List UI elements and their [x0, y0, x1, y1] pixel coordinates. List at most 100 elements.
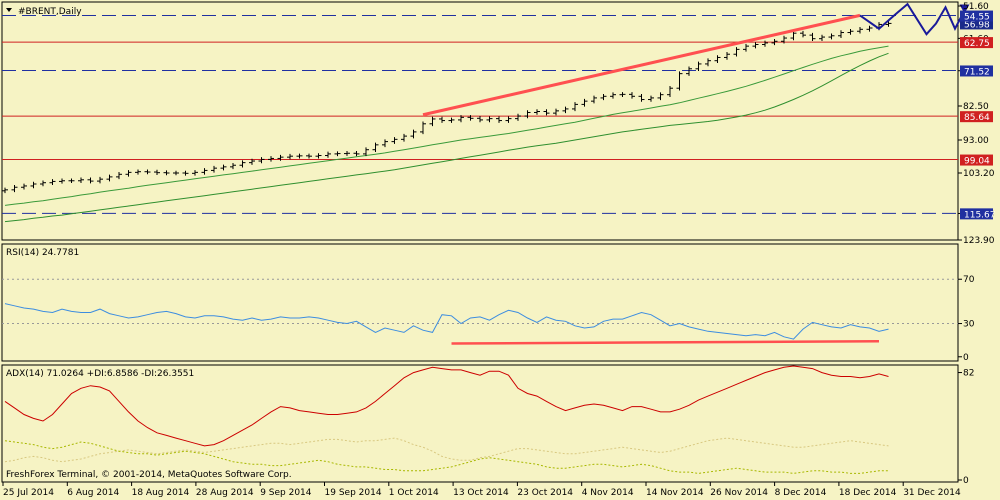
- time-axis-label: 8 Dec 2014: [775, 488, 827, 498]
- price-bar: [59, 178, 65, 184]
- level-badge-label: 85.64: [964, 113, 990, 123]
- price-bar: [515, 113, 521, 121]
- price-bar: [705, 58, 711, 67]
- adx-title: ADX(14) 71.0264 +DI:6.8586 -DI:26.3551: [6, 369, 194, 379]
- price-bar: [154, 169, 160, 175]
- price-bar: [600, 94, 607, 101]
- time-axis: 25 Jul 2014 6 Aug 2014 18 Aug 2014 28 Aug 2…: [2, 482, 961, 498]
- price-bar: [458, 115, 464, 123]
- level-badge-box: [960, 10, 993, 22]
- adx-panel-frame: [1, 364, 959, 483]
- time-axis-label: 6 Aug 2014: [67, 488, 119, 498]
- forecast-arrowhead-icon: [959, 4, 970, 14]
- price-bar: [762, 40, 768, 47]
- rsi-axis-label: 70: [963, 275, 975, 285]
- price-bar: [363, 147, 369, 157]
- price-bar: [97, 176, 103, 184]
- chart-menu-triangle-icon[interactable]: [6, 8, 12, 12]
- level-badge: 56.98: [960, 18, 993, 30]
- price-bar: [382, 139, 388, 148]
- rsi-title: RSI(14) 24.7781: [6, 248, 79, 258]
- price-bar: [591, 95, 597, 104]
- price-panel[interactable]: 123.90115.70103.2093.0082.5071.6061.6051…: [1, 1, 996, 246]
- price-trendline: [422, 13, 861, 117]
- rsi-panel[interactable]: 70 30 0 RSI(14) 24.7781: [1, 243, 975, 363]
- price-bar: [40, 180, 46, 187]
- rsi-axis-label: 0: [963, 353, 969, 363]
- price-bar: [562, 106, 569, 114]
- level-badge: 99.04: [960, 154, 993, 167]
- price-axis-label: 51.60: [963, 2, 989, 12]
- time-axis-label: 23 Oct 2014: [517, 488, 573, 498]
- price-bar: [439, 116, 445, 123]
- price-bar: [800, 30, 806, 38]
- level-badge: 62.75: [960, 37, 993, 49]
- time-axis-label: 4 Nov 2014: [582, 488, 634, 498]
- price-bar: [315, 153, 322, 159]
- price-bar: [543, 109, 550, 116]
- price-bar: [334, 151, 341, 157]
- level-badge: 71.52: [960, 65, 993, 77]
- time-axis-label: 18 Dec 2014: [839, 488, 897, 498]
- price-bar: [144, 169, 151, 175]
- time-axis-label: 14 Nov 2014: [646, 488, 704, 498]
- price-bar: [220, 164, 227, 171]
- time-axis-label: 19 Sep 2014: [325, 488, 382, 498]
- moving-average-fast: [4, 45, 889, 206]
- time-axis-label: 1 Oct 2014: [389, 488, 439, 498]
- adx-line: [4, 365, 889, 447]
- price-bar: [116, 172, 122, 180]
- adx-axis-label: 82: [963, 369, 974, 379]
- price-bar: [781, 35, 787, 44]
- price-bar: [2, 187, 8, 194]
- price-bar: [553, 108, 559, 116]
- price-bar: [125, 170, 132, 177]
- price-panel-frame: [1, 1, 959, 241]
- price-bar: [648, 95, 654, 102]
- price-bar: [524, 110, 531, 119]
- price-bar: [676, 71, 683, 91]
- price-bar: [581, 98, 588, 107]
- price-bar: [239, 160, 246, 168]
- level-badge-label: 54.55: [964, 13, 990, 23]
- time-axis-label: 18 Aug 2014: [132, 488, 190, 498]
- price-bar: [534, 109, 540, 115]
- adx-panel[interactable]: 82 0 ADX(14) 71.0264 +DI:6.8586 -DI:26.35…: [1, 364, 974, 486]
- price-bar: [106, 174, 113, 182]
- price-bar: [306, 153, 312, 159]
- price-bar: [610, 92, 616, 99]
- price-bar: [619, 92, 626, 97]
- price-bar: [752, 42, 759, 49]
- level-badge-label: 62.75: [964, 39, 990, 49]
- time-axis-label: 9 Sep 2014: [260, 488, 312, 498]
- level-badge: 115.67: [960, 208, 996, 220]
- price-bar: [847, 28, 854, 35]
- price-bar: [743, 43, 749, 52]
- price-axis-label: 103.20: [963, 169, 995, 179]
- level-badge-label: 99.04: [964, 157, 990, 167]
- price-bar: [657, 92, 664, 101]
- price-bar: [372, 142, 379, 152]
- price-axis-label: 123.90: [963, 236, 995, 246]
- price-bar: [325, 151, 331, 158]
- time-axis-label: 31 Dec 2014: [903, 488, 961, 498]
- level-badge-label: 71.52: [964, 67, 990, 77]
- plus-di-line: [4, 440, 889, 474]
- price-bar: [505, 116, 512, 123]
- level-badge-label: 56.98: [964, 20, 990, 30]
- price-bar: [68, 178, 75, 184]
- chart-title: #BRENT,Daily: [18, 7, 82, 17]
- moving-average-slow: [4, 52, 889, 223]
- price-bar: [182, 170, 189, 176]
- price-bar: [809, 32, 816, 41]
- level-badge-label: 115.67: [964, 210, 996, 220]
- level-badge-box: [960, 65, 993, 77]
- level-badge-box: [960, 111, 993, 123]
- price-bar: [572, 102, 578, 112]
- forecast-path: [859, 2, 966, 36]
- minus-di-line: [4, 437, 889, 463]
- price-bar: [49, 179, 56, 185]
- price-bar: [173, 170, 179, 176]
- price-bar: [467, 115, 474, 121]
